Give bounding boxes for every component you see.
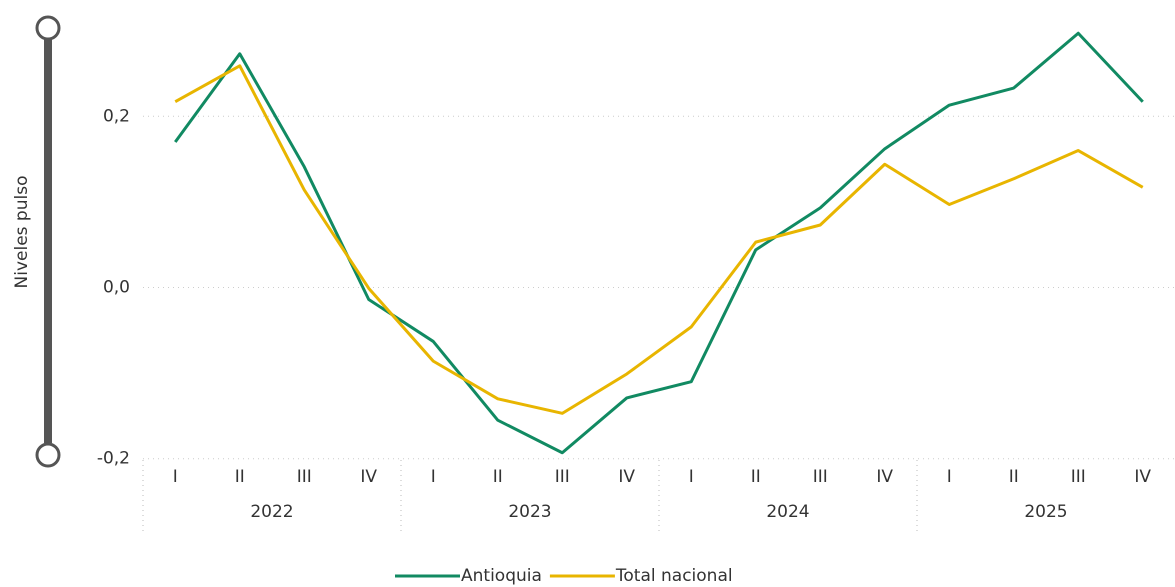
- x-tick-label: III: [1071, 467, 1086, 487]
- x-tick-label: II: [235, 467, 245, 487]
- y-axis-label: Niveles pulso: [12, 176, 32, 289]
- legend-label: Total nacional: [615, 566, 733, 586]
- x-tick-label: I: [947, 467, 952, 487]
- y-tick-label: 0,0: [103, 278, 130, 298]
- x-tick-label: II: [751, 467, 761, 487]
- x-tick-label: IV: [360, 467, 377, 487]
- x-group-label: 2024: [766, 502, 809, 522]
- x-tick-label: IV: [618, 467, 635, 487]
- x-tick-label: I: [173, 467, 178, 487]
- legend-label: Antioquia: [461, 566, 542, 586]
- x-tick-label: III: [813, 467, 828, 487]
- x-tick-label: III: [297, 467, 312, 487]
- x-tick-label: III: [555, 467, 570, 487]
- x-tick-label: IV: [876, 467, 893, 487]
- y-tick-label: 0,2: [103, 106, 130, 126]
- x-tick-label: II: [1009, 467, 1019, 487]
- x-tick-label: II: [493, 467, 503, 487]
- x-tick-label: IV: [1134, 467, 1151, 487]
- line-series: [174, 64, 1144, 415]
- line-series: [174, 31, 1144, 455]
- x-tick-label: I: [689, 467, 694, 487]
- slider-handle[interactable]: [35, 442, 61, 468]
- x-group-label: 2023: [508, 502, 551, 522]
- x-group-label: 2022: [250, 502, 293, 522]
- y-tick-label: -0,2: [97, 449, 130, 469]
- slider-handle[interactable]: [35, 15, 61, 41]
- x-tick-label: I: [431, 467, 436, 487]
- range-slider: [35, 15, 61, 468]
- x-group-label: 2025: [1024, 502, 1067, 522]
